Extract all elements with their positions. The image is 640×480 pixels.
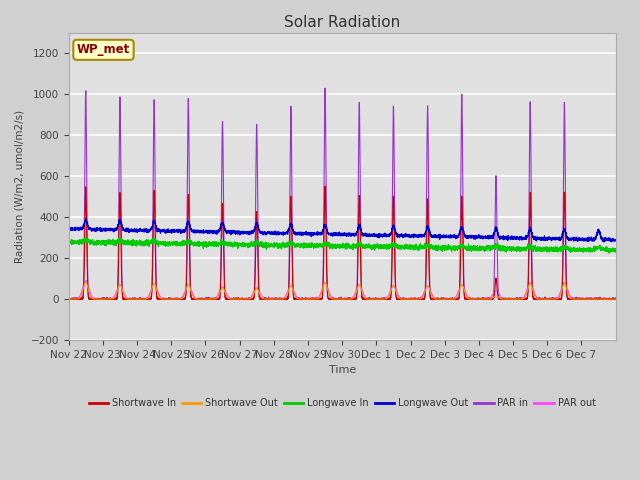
Longwave Out — [492, 224, 500, 230]
Shortwave Out — [363, 296, 371, 301]
PAR out — [533, 295, 541, 300]
Text: WP_met: WP_met — [77, 43, 130, 56]
Longwave In — [179, 240, 186, 246]
Shortwave In — [493, 277, 500, 283]
PAR in — [612, 295, 620, 301]
Longwave In — [116, 235, 124, 240]
PAR in — [519, 296, 527, 301]
Longwave In — [392, 244, 399, 250]
Legend: Shortwave In, Shortwave Out, Longwave In, Longwave Out, PAR in, PAR out: Shortwave In, Shortwave Out, Longwave In… — [85, 394, 600, 412]
PAR in — [533, 297, 541, 302]
Shortwave In — [179, 296, 186, 301]
Shortwave In — [65, 296, 72, 301]
Line: PAR in: PAR in — [68, 88, 616, 300]
Shortwave Out — [179, 295, 186, 301]
Longwave In — [65, 240, 72, 246]
PAR in — [178, 296, 186, 302]
PAR in — [392, 288, 399, 294]
Line: Longwave In: Longwave In — [68, 238, 616, 253]
Longwave Out — [519, 236, 527, 241]
Longwave In — [605, 250, 613, 256]
Shortwave Out — [519, 296, 527, 301]
Shortwave In — [392, 293, 400, 299]
Longwave Out — [82, 216, 90, 222]
X-axis label: Time: Time — [328, 365, 356, 375]
Shortwave In — [363, 296, 371, 302]
Longwave Out — [392, 230, 399, 236]
Shortwave In — [66, 297, 74, 302]
Longwave In — [492, 244, 500, 250]
Shortwave Out — [533, 296, 541, 301]
Title: Solar Radiation: Solar Radiation — [284, 15, 400, 30]
PAR in — [321, 85, 329, 91]
PAR in — [65, 297, 72, 302]
Longwave In — [533, 246, 541, 252]
PAR in — [492, 176, 500, 181]
Longwave In — [363, 244, 371, 250]
PAR out — [179, 294, 186, 300]
Shortwave In — [534, 296, 541, 301]
Y-axis label: Radiation (W/m2, umol/m2/s): Radiation (W/m2, umol/m2/s) — [15, 110, 25, 263]
PAR out — [82, 278, 90, 284]
Shortwave In — [321, 183, 329, 189]
Line: Longwave Out: Longwave Out — [68, 219, 616, 242]
PAR out — [492, 288, 500, 294]
Shortwave In — [519, 296, 527, 302]
Longwave In — [519, 245, 527, 251]
Longwave Out — [600, 239, 608, 245]
Line: Shortwave In: Shortwave In — [68, 186, 616, 300]
PAR out — [519, 295, 527, 301]
Shortwave Out — [392, 288, 399, 293]
PAR out — [65, 296, 72, 302]
Longwave Out — [363, 232, 371, 238]
Shortwave In — [612, 296, 620, 302]
Longwave Out — [179, 228, 186, 234]
Longwave Out — [533, 236, 541, 241]
Longwave In — [612, 249, 620, 255]
Line: PAR out: PAR out — [68, 281, 616, 299]
PAR out — [392, 286, 399, 292]
Shortwave Out — [82, 280, 90, 286]
PAR out — [612, 296, 620, 302]
Longwave Out — [65, 225, 72, 231]
Shortwave Out — [65, 296, 72, 302]
Shortwave Out — [612, 296, 620, 302]
Longwave Out — [612, 237, 620, 242]
Shortwave Out — [492, 293, 500, 299]
Line: Shortwave Out: Shortwave Out — [68, 283, 616, 299]
PAR out — [363, 295, 371, 301]
PAR in — [363, 296, 371, 302]
